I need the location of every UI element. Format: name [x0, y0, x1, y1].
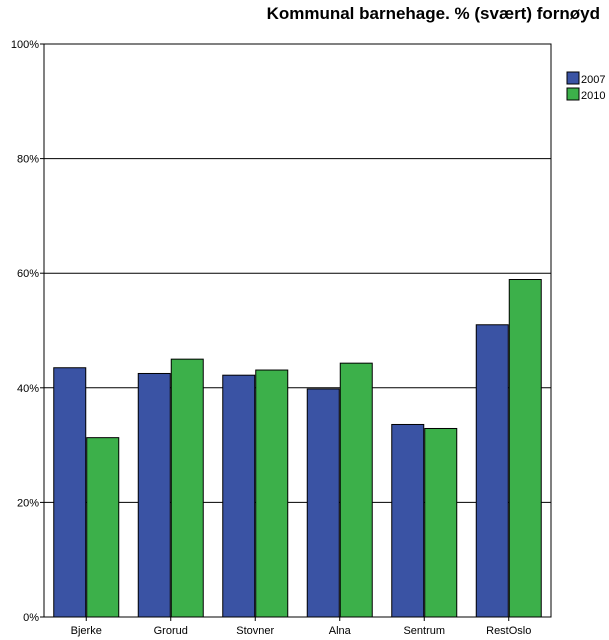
bar-sentrum-2007: [391, 423, 425, 618]
legend: 2007 2010: [566, 71, 605, 102]
x-tick-label: Bjerke: [71, 625, 102, 637]
bar-stovner-2007: [222, 374, 256, 618]
bar-grorud-2007: [137, 372, 171, 618]
y-tick-label: 80%: [17, 154, 39, 166]
legend-swatch-2010: [566, 87, 580, 101]
bar-grorud-2010: [170, 358, 204, 618]
gridlines: [44, 43, 551, 503]
x-tick-label: RestOslo: [486, 625, 531, 637]
y-tick-label: 60%: [17, 268, 39, 280]
y-tick-label: 40%: [17, 383, 39, 395]
axes: 0% 20% 40% 60% 80% 100% Bjerke Grorud Stovner Aln…: [11, 39, 552, 637]
bar-alna-2007: [306, 388, 340, 618]
bar-sentrum-2010: [424, 427, 458, 618]
x-tick-label: Sentrum: [403, 625, 445, 637]
legend-label-2007: 2007: [581, 74, 605, 86]
chart-title: Kommunal barnehage. % (svært) fornøyd: [266, 4, 600, 23]
bar-alna-2010: [339, 362, 373, 618]
x-tick-label: Grorud: [154, 625, 188, 637]
bar-restoslo-2007: [475, 324, 509, 618]
bar-restoslo-2010: [508, 279, 542, 618]
plot-frame: [43, 43, 552, 618]
x-tick-label: Stovner: [236, 625, 274, 637]
bar-bjerke-2010: [86, 437, 120, 618]
x-tick-label: Alna: [329, 625, 352, 637]
bar-bjerke-2007: [53, 367, 87, 618]
y-tick-label: 20%: [17, 497, 39, 509]
bar-stovner-2010: [255, 369, 289, 618]
y-tick-label: 100%: [11, 39, 39, 51]
bars: [53, 279, 542, 618]
legend-swatch-2007: [566, 71, 580, 85]
y-tick-label: 0%: [23, 612, 39, 624]
legend-label-2010: 2010: [581, 90, 605, 102]
